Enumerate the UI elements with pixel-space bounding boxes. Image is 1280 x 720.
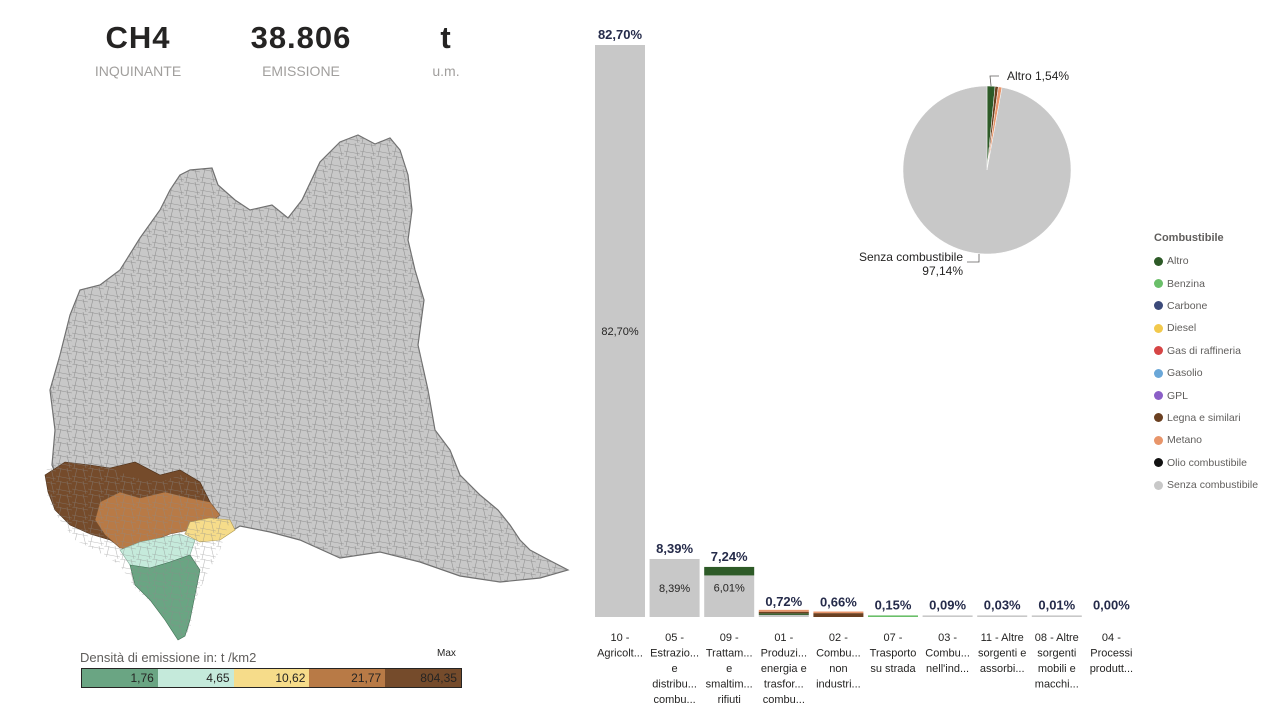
bar-total-label: 7,24%	[711, 549, 748, 564]
pie-legend-label: Legna e similari	[1167, 411, 1241, 424]
map-legend-title: Densità di emissione in: t /km2	[80, 650, 257, 665]
pie-legend-item[interactable]: Benzina	[1154, 272, 1258, 294]
bar-category-label: 08 - Altre sorgenti mobili e macchi...	[1035, 632, 1079, 691]
map-legend-cell: 804,35	[385, 669, 461, 687]
bar-segment[interactable]	[868, 615, 918, 617]
bar-total-label: 0,00%	[1093, 597, 1130, 612]
map-legend-cell: 1,76	[82, 669, 158, 687]
kpi-emission-label: EMISSIONE	[262, 63, 340, 79]
bar-segment-label: 82,70%	[601, 326, 639, 338]
map-legend-cell: 21,77	[309, 669, 386, 687]
bar-category-label: 11 - Altre sorgenti e assorbi...	[978, 632, 1026, 675]
legend-dot-icon	[1154, 279, 1163, 289]
bar-segment[interactable]	[758, 609, 809, 612]
legend-dot-icon	[1154, 458, 1163, 468]
map-legend-cell: 4,65	[157, 669, 234, 687]
pie-legend: Combustibile Altro Benzina Carbone Diesel Ga…	[1154, 232, 1258, 496]
bar-total-label: 0,03%	[984, 597, 1021, 612]
bar-total-label: 0,01%	[1038, 597, 1075, 612]
bar-segment[interactable]	[813, 613, 864, 617]
pie-legend-label: Diesel	[1167, 322, 1197, 335]
kpi-pollutant: CH4 INQUINANTE	[48, 18, 228, 80]
bar-segment[interactable]	[758, 613, 809, 615]
kpi-pollutant-label: INQUINANTE	[94, 63, 182, 79]
bar-segment[interactable]	[977, 615, 1028, 617]
pie-legend-label: GPL	[1167, 389, 1189, 402]
pie-legend-label: Metano	[1167, 434, 1203, 447]
pie-legend-label: Altro	[1167, 255, 1189, 268]
pie-legend-title: Combustibile	[1154, 232, 1224, 244]
bar-category-label: 02 -Combu... non industri...	[816, 632, 861, 691]
bar-segment-label: 8,39%	[659, 583, 690, 595]
pie-label-altro: Altro 1,54%	[1007, 69, 1069, 83]
fuel-pie-chart: Altro 1,54% Senza combustibile 97,14%	[859, 69, 1072, 278]
bar-segment[interactable]	[595, 45, 645, 617]
kpi-unit-label: u.m.	[432, 63, 460, 79]
legend-dot-icon	[1154, 346, 1163, 356]
pie-legend-item[interactable]: Gas di raffineria	[1154, 340, 1258, 362]
bar-segment[interactable]	[813, 611, 864, 614]
emission-density-map[interactable]	[40, 130, 580, 645]
pie-legend-item[interactable]: Olio combustibile	[1154, 452, 1258, 474]
bar-total-label: 0,72%	[765, 594, 802, 609]
bar-segment[interactable]	[758, 614, 809, 617]
kpi-emission: 38.806 EMISSIONE	[211, 18, 391, 80]
bar-category-label: 01 -Produzi... energia e trasfor... combu..…	[761, 632, 807, 706]
bar-category-label: 07 -Trasporto su strada	[870, 632, 917, 675]
kpi-emission-value: 38.806	[250, 20, 352, 55]
bar-segment[interactable]	[704, 566, 755, 576]
pie-legend-item[interactable]: Diesel	[1154, 317, 1258, 339]
map-legend-scale: 1,76 4,65 10,62 21,77 804,35	[81, 668, 462, 688]
bar-segment[interactable]	[758, 611, 809, 614]
kpi-unit-value: t	[440, 20, 452, 55]
map-legend-max: Max	[437, 648, 456, 659]
bar-segment[interactable]	[922, 615, 973, 617]
bar-total-label: 82,70%	[598, 27, 643, 42]
map-legend-cell: 10,62	[233, 669, 310, 687]
pie-legend-label: Olio combustibile	[1167, 456, 1247, 469]
bar-category-label: 05 -Estrazio... e distribu... combu...	[650, 632, 699, 706]
legend-dot-icon	[1154, 413, 1163, 423]
bar-category-label: 04 -Processi produtt...	[1090, 632, 1133, 675]
legend-dot-icon	[1154, 368, 1163, 378]
kpi-unit: t u.m.	[356, 18, 536, 80]
pie-legend-item[interactable]: Senza combustibile	[1154, 474, 1258, 496]
pie-callout-line	[989, 75, 999, 87]
legend-dot-icon	[1154, 256, 1163, 266]
bar-category-label: 10 -Agricolt...	[597, 632, 643, 660]
bar-segment-label: 6,01%	[714, 583, 745, 595]
legend-dot-icon	[1154, 301, 1163, 311]
bar-total-label: 8,39%	[656, 541, 693, 556]
pie-legend-item[interactable]: Altro	[1154, 250, 1258, 272]
legend-dot-icon	[1154, 480, 1163, 490]
pie-legend-label: Carbone	[1167, 299, 1208, 312]
bar-category-label: 09 -Trattam... e smaltim... rifiuti	[706, 632, 753, 706]
pie-slice[interactable]	[902, 85, 1072, 255]
pie-legend-label: Gas di raffineria	[1167, 344, 1241, 357]
bar-total-label: 0,09%	[929, 597, 966, 612]
pie-legend-item[interactable]: Metano	[1154, 429, 1258, 451]
bar-segment[interactable]	[1031, 615, 1082, 617]
pie-legend-item[interactable]: Legna e similari	[1154, 407, 1258, 429]
bar-segment[interactable]	[649, 558, 700, 617]
pie-legend-item[interactable]: Carbone	[1154, 295, 1258, 317]
kpi-pollutant-value: CH4	[105, 20, 171, 55]
sector-bar-chart: 82,70% 82,70% 10 -Agricolt... 8,39% 8,39% 05 …	[595, 27, 1133, 706]
bar-total-label: 0,66%	[820, 594, 857, 609]
pie-legend-label: Senza combustibile	[1167, 479, 1259, 492]
bar-segment[interactable]	[704, 575, 755, 617]
pie-callout-line	[967, 254, 980, 263]
legend-dot-icon	[1154, 391, 1163, 401]
legend-dot-icon	[1154, 435, 1163, 445]
pie-legend-item[interactable]: GPL	[1154, 384, 1258, 406]
legend-dot-icon	[1154, 323, 1163, 333]
pie-legend-label: Gasolio	[1167, 367, 1203, 380]
pie-legend-label: Benzina	[1167, 277, 1205, 290]
bar-category-label: 03 -Combu... nell'ind...	[925, 632, 970, 675]
bar-total-label: 0,15%	[875, 597, 912, 612]
pie-legend-item[interactable]: Gasolio	[1154, 362, 1258, 384]
pie-label-senza: Senza combustibile 97,14%	[859, 250, 963, 278]
